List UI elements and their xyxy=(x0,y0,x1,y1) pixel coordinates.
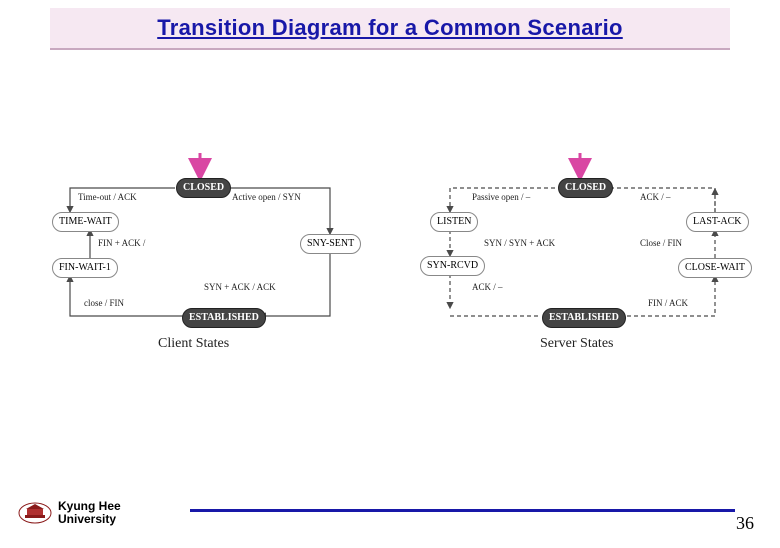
client-snysent: SNY-SENT xyxy=(300,234,361,254)
server-closewait: CLOSE-WAIT xyxy=(678,258,752,278)
lbl-ack: ACK / – xyxy=(640,192,671,202)
client-caption: Client States xyxy=(158,336,229,352)
server-caption: Server States xyxy=(540,336,613,352)
server-synrcvd: SYN-RCVD xyxy=(420,256,485,276)
footer-divider xyxy=(190,509,735,512)
page-number: 36 xyxy=(736,513,754,534)
client-established: ESTABLISHED xyxy=(182,308,266,328)
university-name: Kyung Hee University xyxy=(58,500,121,526)
server-established: ESTABLISHED xyxy=(542,308,626,328)
lbl-timeout: Time-out / ACK xyxy=(78,192,137,202)
client-timewait: TIME-WAIT xyxy=(52,212,119,232)
lbl-closefin2: Close / FIN xyxy=(640,238,682,248)
lbl-finack: FIN + ACK / xyxy=(98,238,145,248)
server-listen: LISTEN xyxy=(430,212,478,232)
lbl-synsynack: SYN / SYN + ACK xyxy=(484,238,555,248)
lbl-finack2: FIN / ACK xyxy=(648,298,688,308)
lbl-activeopen: Active open / SYN xyxy=(232,192,301,202)
lbl-ack2: ACK / – xyxy=(472,282,503,292)
client-closed: CLOSED xyxy=(176,178,231,198)
transition-diagram: CLOSED TIME-WAIT FIN-WAIT-1 SNY-SENT EST… xyxy=(0,148,780,408)
lbl-synackack: SYN + ACK / ACK xyxy=(204,282,276,292)
page-title: Transition Diagram for a Common Scenario xyxy=(157,15,623,41)
lbl-closefin: close / FIN xyxy=(84,298,124,308)
client-finwait1: FIN-WAIT-1 xyxy=(52,258,118,278)
lbl-passiveopen: Passive open / – xyxy=(472,192,530,202)
title-bar: Transition Diagram for a Common Scenario xyxy=(50,8,730,50)
uni-line2: University xyxy=(58,513,121,526)
footer: Kyung Hee University 36 xyxy=(0,490,780,530)
server-lastack: LAST-ACK xyxy=(686,212,749,232)
server-closed: CLOSED xyxy=(558,178,613,198)
university-logo xyxy=(18,502,52,524)
diagram-lines xyxy=(0,148,780,408)
